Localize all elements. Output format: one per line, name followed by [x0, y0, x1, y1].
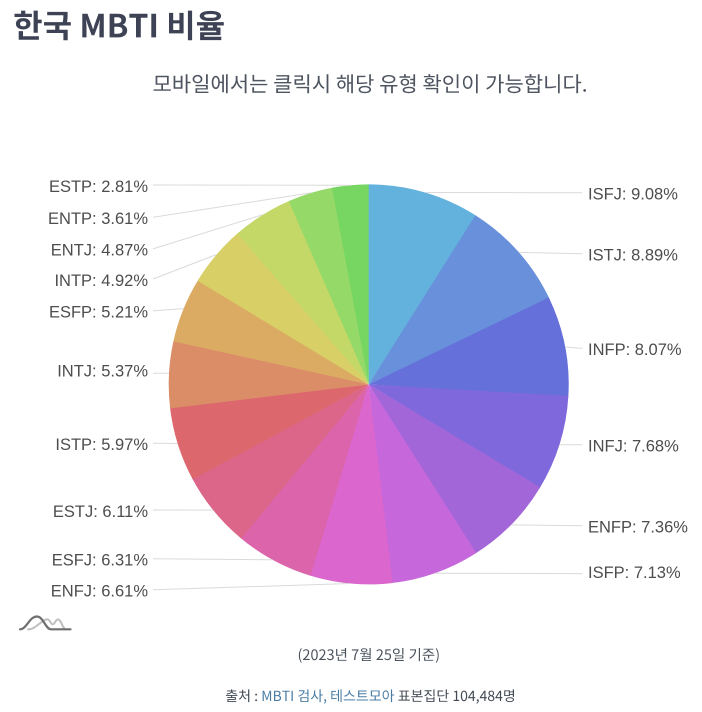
- svg-text:INTP: 4.92%: INTP: 4.92%: [54, 272, 148, 290]
- svg-text:ISFP: 7.13%: ISFP: 7.13%: [588, 564, 681, 582]
- svg-text:ESTP: 2.81%: ESTP: 2.81%: [49, 178, 148, 196]
- svg-text:ISTP: 5.97%: ISTP: 5.97%: [55, 436, 148, 454]
- svg-text:ENFP: 7.36%: ENFP: 7.36%: [588, 519, 688, 537]
- svg-text:INFJ: 7.68%: INFJ: 7.68%: [588, 438, 679, 456]
- svg-text:ISTJ: 8.89%: ISTJ: 8.89%: [588, 247, 678, 265]
- svg-text:INTJ: 5.37%: INTJ: 5.37%: [57, 363, 148, 381]
- svg-text:ESFJ: 6.31%: ESFJ: 6.31%: [52, 552, 149, 570]
- svg-text:ESTJ: 6.11%: ESTJ: 6.11%: [53, 503, 148, 521]
- svg-text:INFP: 8.07%: INFP: 8.07%: [588, 341, 682, 359]
- svg-text:ENTJ: 4.87%: ENTJ: 4.87%: [51, 242, 149, 260]
- svg-text:ENTP: 3.61%: ENTP: 3.61%: [48, 210, 148, 228]
- svg-text:ENFJ: 6.61%: ENFJ: 6.61%: [51, 583, 149, 601]
- svg-text:ISFJ: 9.08%: ISFJ: 9.08%: [588, 185, 678, 203]
- svg-text:ESFP: 5.21%: ESFP: 5.21%: [49, 304, 148, 322]
